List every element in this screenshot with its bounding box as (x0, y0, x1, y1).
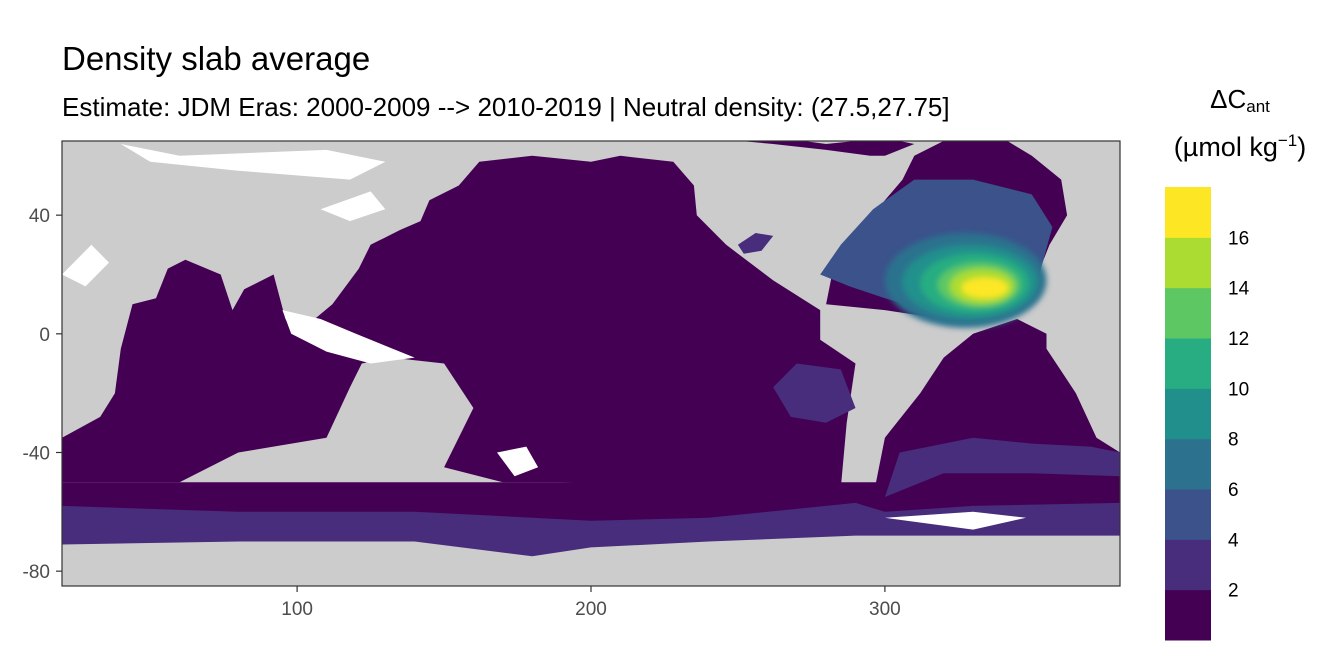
north-pacific-patch (737, 233, 774, 254)
legend: 2 4 6 8 10 12 14 16 (1165, 187, 1250, 641)
chart-title: Density slab average (62, 40, 371, 77)
legend-units-sup: −1 (1277, 131, 1298, 150)
legend-swatch (1165, 338, 1211, 389)
legend-swatch (1165, 187, 1211, 238)
plot-panel (61, 140, 1121, 587)
south-pacific-patch (773, 363, 856, 423)
legend-units-suffix: ) (1297, 132, 1307, 162)
legend-break-label: 14 (1228, 279, 1250, 300)
no-data-patch-2 (282, 310, 415, 364)
legend-swatch (1165, 388, 1211, 440)
y-tick-label: -80 (23, 562, 50, 583)
x-tick-label: 200 (575, 599, 607, 620)
legend-break-label: 8 (1228, 430, 1239, 451)
no-data-patch-3 (497, 446, 539, 477)
legend-title: ΔCant (µmol kg−1) (1150, 84, 1330, 163)
southern-ocean-band (62, 502, 1120, 557)
legend-break-label: 10 (1228, 379, 1249, 400)
ocean-region-1 (62, 155, 856, 489)
legend-break-label: 12 (1228, 329, 1249, 350)
no-data-patch-6 (62, 244, 109, 287)
x-tick-label: 300 (869, 599, 901, 620)
legend-break-label: 6 (1228, 480, 1239, 501)
subtropical-core (884, 232, 1047, 328)
legend-break-label: 2 (1228, 581, 1239, 602)
legend-break-label: 4 (1228, 530, 1239, 551)
legend-swatch (1165, 539, 1211, 591)
legend-swatch (1165, 438, 1211, 490)
legend-break-label: 16 (1228, 228, 1249, 249)
x-tick-label: 100 (281, 599, 313, 620)
legend-swatch (1165, 237, 1211, 289)
legend-title-main: ΔC (1210, 84, 1247, 114)
y-tick-label: -40 (23, 444, 50, 465)
legend-swatch (1165, 287, 1211, 339)
legend-title-sub: ant (1246, 97, 1270, 116)
legend-units-prefix: (µmol kg (1173, 132, 1278, 162)
ocean-region-5 (740, 141, 915, 156)
chart-subtitle: Estimate: JDM Eras: 2000-2009 --> 2010-2… (62, 92, 950, 122)
y-tick-label: 40 (29, 206, 50, 227)
y-tick-label: 0 (39, 325, 50, 346)
no-data-patch-5 (884, 511, 1026, 530)
no-data-patch-1 (120, 144, 386, 180)
legend-swatch (1165, 489, 1211, 540)
core-level-6 (961, 277, 1009, 299)
south-atlantic-band (884, 437, 1120, 497)
legend-swatch (1165, 589, 1211, 641)
no-data-patch-4 (320, 191, 386, 222)
